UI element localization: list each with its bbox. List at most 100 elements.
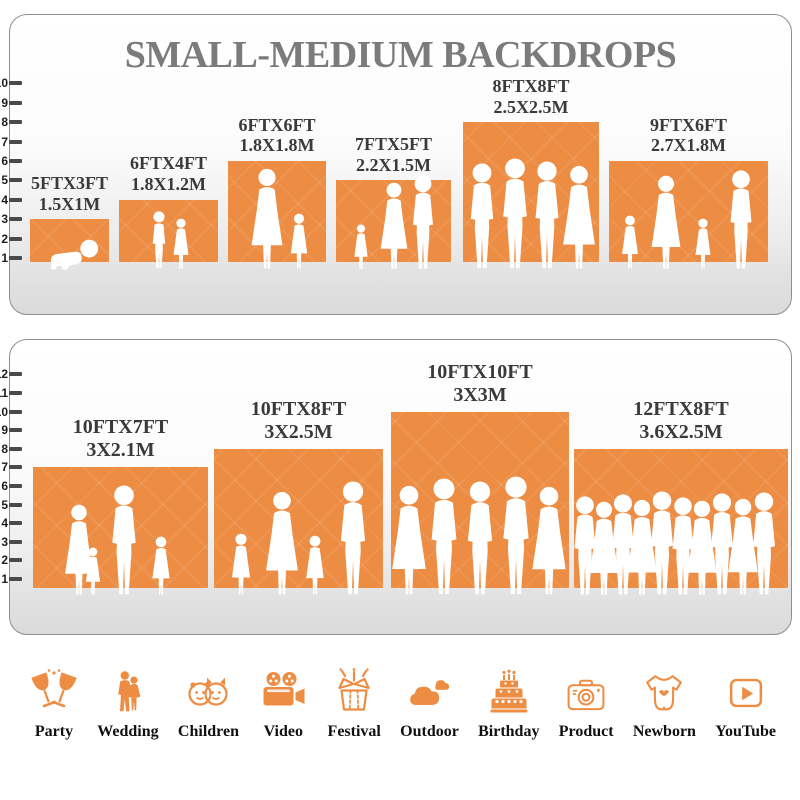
backdrop-bar-12ftx8ft: 12FTX8FT 3.6X2.5M [574, 398, 788, 588]
silhouette-girl [287, 213, 310, 271]
ruler-tick-mark [9, 178, 22, 183]
silhouette-girl [619, 215, 641, 271]
ruler-tick-mark [9, 120, 22, 125]
backdrop-size-ft: 6FTX4FT [129, 153, 208, 174]
ruler-tick: 8 [0, 443, 22, 455]
ruler-tick-number: 7 [1, 460, 8, 475]
backdrop-size-m: 1.5X1M [38, 193, 101, 214]
outdoor-icon [404, 662, 454, 716]
backdrop-bar-8ftx8ft: 8FTX8FT 2.5X2.5M [463, 76, 599, 262]
ruler-tick-number: 6 [1, 154, 8, 168]
ruler-tick-number: 3 [1, 534, 8, 549]
ruler-tick-number: 12 [0, 367, 8, 382]
category-wedding: Wedding [97, 662, 159, 741]
backdrop-label-6ftx6ft: 6FTX6FT 1.8X1.8M [238, 115, 315, 156]
ruler-tick-mark [9, 446, 22, 451]
ruler-tick-number: 10 [0, 404, 8, 419]
category-festival: Festival [328, 662, 381, 741]
ruler-tick-number: 3 [1, 212, 8, 227]
ruler-tick: 7 [0, 461, 22, 473]
ruler-tick-mark [9, 502, 22, 507]
panel-bottom: 12345678910111210FTX7FT3X2.1M10FTX8FT3X2… [0, 339, 792, 635]
ruler-tick-number: 4 [1, 516, 8, 531]
category-label: Wedding [97, 723, 159, 740]
category-label: Newborn [632, 723, 696, 740]
category-label: Video [263, 723, 303, 740]
video-icon [258, 662, 308, 716]
silhouette-girl [149, 536, 173, 597]
newborn-icon [640, 662, 688, 716]
backdrop-bar-6ftx4ft: 6FTX4FT 1.8X1.2M [119, 153, 218, 262]
ruler-tick-mark [9, 391, 22, 395]
category-party: Party [30, 662, 78, 741]
ruler-tick-mark [9, 217, 22, 222]
ruler-tick-mark [9, 577, 22, 581]
ruler-tick: 9 [0, 424, 22, 436]
backdrop-size-ft: 10FTX7FT [72, 416, 169, 439]
ruler-tick-mark [9, 81, 22, 86]
backdrop-size-ft: 10FTX10FT [427, 360, 533, 383]
ruler-tick: 6 [0, 480, 22, 492]
festival-icon [330, 662, 378, 716]
ruler-tick-mark [9, 428, 22, 433]
ruler-tick-number: 5 [1, 497, 8, 512]
ruler-tick-number: 2 [1, 553, 8, 568]
backdrop-size-ft: 7FTX5FT [354, 134, 433, 155]
backdrop-size-ft: 10FTX8FT [250, 397, 347, 420]
backdrop-bar-10ftx7ft: 10FTX7FT 3X2.1M [33, 416, 208, 588]
silhouette-woman [260, 491, 302, 597]
ruler-tick-mark [9, 256, 22, 260]
ruler-tick-mark [9, 484, 22, 488]
ruler-tick-mark [9, 372, 22, 377]
backdrop-size-ft: 6FTX6FT [238, 114, 316, 135]
backdrop-size-ft: 8FTX8FT [492, 75, 570, 96]
backdrop-size-m: 1.8X1.2M [130, 174, 206, 195]
backdrop-label-10ftx8ft: 10FTX8FT 3X2.5M [251, 398, 347, 444]
backdrop-bar-6ftx6ft: 6FTX6FT 1.8X1.8M [228, 115, 326, 262]
ruler-tick-number: 2 [1, 231, 8, 246]
page-title: SMALL-MEDIUM BACKDROPS [124, 34, 677, 76]
backdrop-label-5ftx3ft: 5FTX3FT 1.5X1M [31, 173, 108, 214]
backdrop-size-m: 3X3M [453, 383, 507, 406]
ruler-tick-number: 4 [1, 192, 8, 207]
backdrop-size-m: 2.2X1.5M [355, 154, 431, 175]
silhouette-man [745, 492, 784, 597]
silhouette-man [722, 170, 759, 271]
backdrop-bar-10ftx8ft: 10FTX8FT 3X2.5M [214, 398, 383, 588]
ruler-tick-number: 8 [1, 441, 8, 456]
ruler-tick: 5 [0, 174, 22, 186]
ruler-tick: 10 [0, 77, 22, 89]
backdrop-bar-10ftx10ft: 10FTX10FT 3X3M [391, 361, 569, 588]
silhouette-woman [527, 486, 571, 597]
category-youtube: YouTube [715, 662, 776, 741]
ruler-tick: 1 [0, 252, 22, 264]
ruler-tick-mark [9, 558, 22, 563]
category-birthday: Birthday [478, 662, 539, 741]
ruler-tick: 12 [0, 368, 22, 380]
silhouette-man [331, 481, 374, 597]
ruler-tick-mark [9, 139, 22, 144]
ruler-tick-number: 6 [1, 479, 8, 493]
ruler-tick: 10 [0, 406, 22, 418]
silhouette-girl [352, 224, 370, 271]
ruler-tick: 6 [0, 155, 22, 167]
ruler-tick-number: 9 [1, 95, 8, 110]
silhouette-boy [147, 211, 170, 271]
ruler-tick-mark [9, 465, 22, 470]
backdrop-size-m: 3.6X2.5M [639, 420, 723, 443]
category-product: Product [559, 662, 614, 741]
ruler-tick-mark [9, 409, 22, 414]
backdrop-size-m: 1.8X1.8M [239, 135, 315, 156]
product-icon [561, 662, 611, 716]
backdrop-size-m: 2.7X1.8M [650, 135, 726, 156]
party-icon [30, 662, 78, 716]
youtube-icon [723, 662, 769, 716]
backdrop-size-m: 3X2.1M [86, 439, 155, 462]
silhouette-woman [247, 168, 288, 271]
silhouette-girl [83, 547, 103, 597]
ruler-tick-mark [9, 159, 22, 163]
panel-top: SMALL-MEDIUM BACKDROPS 1 2 3 4 5 6 7 8 9 10 5FTX3F… [0, 14, 792, 315]
ruler-tick-number: 9 [1, 423, 8, 438]
ruler-tick-number: 11 [0, 386, 8, 400]
